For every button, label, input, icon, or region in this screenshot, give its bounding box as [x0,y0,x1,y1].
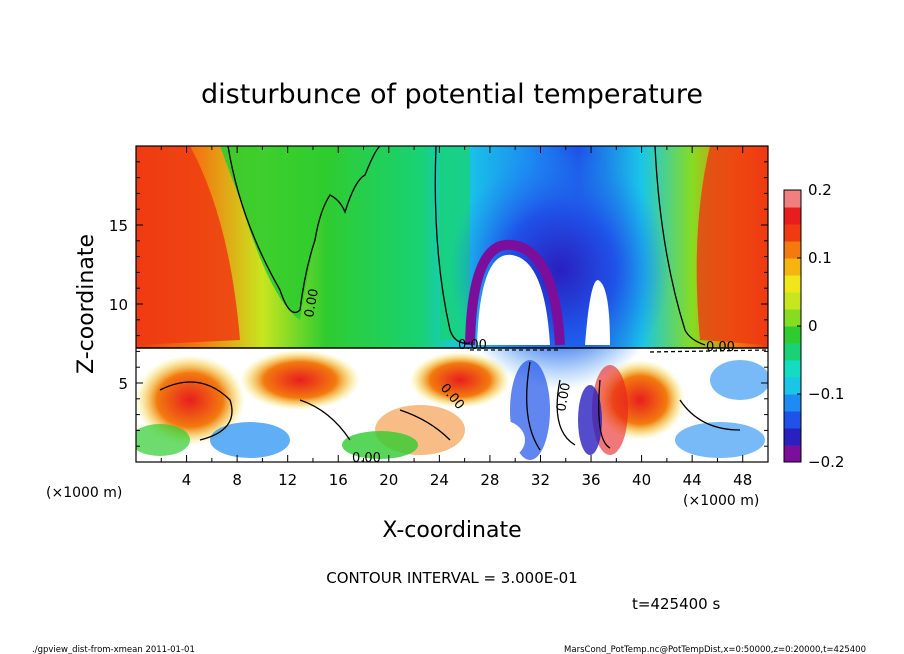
colorbar-tick-label: 0.2 [808,181,832,199]
x-tick-label: 24 [430,471,449,489]
contour-label: 0.00 [706,340,735,355]
x-tick-label: 40 [632,471,651,489]
colorbar-swatch [784,343,801,361]
time-text: t=425400 s [632,595,720,613]
contour-interval-text: CONTOUR INTERVAL = 3.000E-01 [326,569,577,587]
colorbar-swatch [784,309,801,327]
turbulent-layer [136,350,768,460]
warm-anomaly-right [585,280,610,345]
colorbar-tick-label: 0 [808,317,818,335]
colorbar-tick-label: 0.1 [808,249,832,267]
contour-lines [136,146,768,451]
left-red-region [136,146,240,345]
colorbar-swatch [784,428,801,446]
x-tick-label: 44 [683,471,702,489]
colorbar-swatch [784,326,801,344]
y-tick-label: 5 [118,375,128,393]
colorbar-swatch [784,360,801,378]
plot-area: 0.00 0.00 0.00 0.00 0.00 0.00 [136,146,768,466]
colorbar-swatch [784,445,801,463]
warm-anomaly-left [477,254,550,345]
x-tick-label: 36 [581,471,600,489]
y-axis-ticks: 5 10 15 [109,161,768,447]
colorbar-swatch [784,394,801,412]
green-plume-left [220,146,340,320]
x-tick-label: 20 [379,471,398,489]
x-tick-label: 28 [480,471,499,489]
contour-label: 0.00 [458,338,487,353]
colorbar-swatch [784,411,801,429]
chart-title: disturbunce of potential temperature [201,79,703,110]
colorbar-tick-label: −0.2 [808,453,844,471]
y-unit-label: (×1000 m) [683,493,759,509]
y-tick-label: 15 [109,217,128,235]
right-red-region [696,146,768,345]
x-axis-ticks: 4 8 12 16 20 24 28 32 36 40 44 48 [160,146,752,489]
x-tick-label: 4 [182,471,192,489]
colorbar-swatch [784,224,801,242]
purple-ring [465,239,565,346]
contour-label: 0.00 [554,382,574,413]
x-tick-label: 32 [531,471,550,489]
x-unit-label: (×1000 m) [46,485,122,501]
colorbar-swatch [784,258,801,276]
colorbar-swatch [784,377,801,395]
colorbar-swatch [784,241,801,259]
x-axis-title: X-coordinate [382,518,521,543]
x-tick-label: 8 [232,471,242,489]
colorbar-swatch [784,190,801,208]
colorbar-swatch [784,207,801,225]
y-tick-label: 10 [109,296,128,314]
footer-left: ./gpview_dist-from-xmean 2011-01-01 [32,645,195,654]
x-tick-label: 48 [733,471,752,489]
colorbar-swatch [784,275,801,293]
footer-right: MarsCond_PotTemp.nc@PotTempDist,x=0:5000… [564,645,866,654]
colorbar: 0.2 0.1 0 −0.1 −0.2 [783,181,844,471]
x-tick-label: 12 [278,471,297,489]
colorbar-swatch [784,292,801,310]
contour-label: 0.00 [352,451,381,466]
contour-label: 0.00 [302,288,322,319]
y-axis-title: Z-coordinate [74,234,99,374]
x-tick-label: 16 [329,471,348,489]
colorbar-tick-label: −0.1 [808,385,844,403]
